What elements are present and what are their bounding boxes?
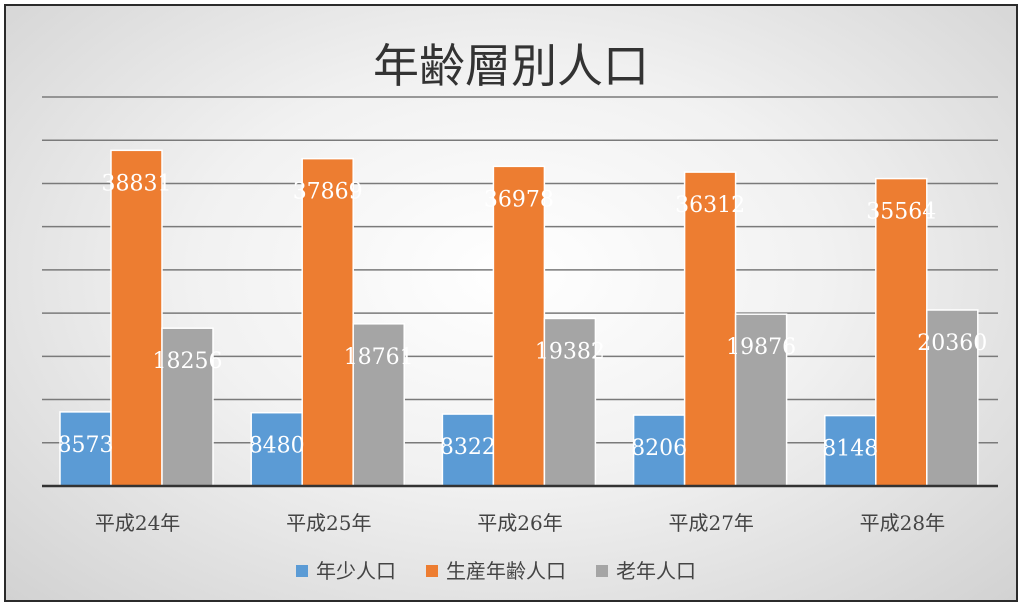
bar-chart: 年齢層別人口 8573 38831 18256 8480 37869 18761 8322 3… bbox=[42, 39, 998, 583]
legend-swatch bbox=[426, 565, 438, 577]
data-label: 36312 bbox=[675, 193, 745, 218]
data-label: 18256 bbox=[153, 349, 223, 374]
data-label: 19876 bbox=[726, 335, 796, 360]
legend: 年少人口 生産年齢人口 老年人口 bbox=[296, 559, 696, 583]
data-labels: 8573 38831 18256 8480 37869 18761 8322 36978 193… bbox=[58, 171, 988, 461]
data-label: 8322 bbox=[440, 435, 496, 460]
bar bbox=[926, 309, 979, 487]
bar bbox=[301, 157, 354, 487]
data-label: 35564 bbox=[866, 200, 936, 225]
data-label: 18761 bbox=[344, 345, 414, 370]
data-label: 37869 bbox=[293, 180, 363, 205]
bar bbox=[352, 323, 405, 487]
chart-area: 年齢層別人口 8573 38831 18256 8480 37869 18761 8322 3… bbox=[4, 4, 1018, 602]
data-label: 36978 bbox=[484, 187, 554, 212]
bar bbox=[543, 317, 597, 487]
legend-swatch bbox=[596, 565, 608, 577]
legend-label: 年少人口 bbox=[316, 559, 396, 583]
data-label: 8206 bbox=[631, 436, 687, 461]
bar bbox=[110, 149, 163, 487]
x-tick-labels: 平成24年 平成25年 平成26年 平成27年 平成28年 bbox=[95, 511, 945, 535]
x-tick-label: 平成27年 bbox=[668, 511, 753, 535]
data-label: 8573 bbox=[58, 433, 114, 458]
x-tick-label: 平成26年 bbox=[477, 511, 562, 535]
bar bbox=[683, 171, 737, 487]
bar bbox=[492, 165, 546, 487]
data-label: 38831 bbox=[102, 171, 172, 196]
x-tick-label: 平成28年 bbox=[860, 511, 945, 535]
bar bbox=[824, 414, 877, 487]
legend-label: 生産年齢人口 bbox=[446, 559, 566, 583]
legend-label: 老年人口 bbox=[616, 559, 696, 583]
data-label: 19382 bbox=[535, 339, 605, 364]
data-label: 8148 bbox=[822, 437, 878, 462]
legend-swatch bbox=[296, 565, 308, 577]
bar bbox=[441, 413, 495, 487]
x-tick-label: 平成24年 bbox=[95, 511, 180, 535]
bars bbox=[59, 149, 979, 487]
bar bbox=[734, 313, 788, 487]
data-label: 20360 bbox=[917, 331, 987, 356]
chart-title: 年齢層別人口 bbox=[373, 39, 649, 93]
x-tick-label: 平成25年 bbox=[286, 511, 371, 535]
data-label: 8480 bbox=[249, 434, 305, 459]
bar bbox=[875, 177, 928, 487]
